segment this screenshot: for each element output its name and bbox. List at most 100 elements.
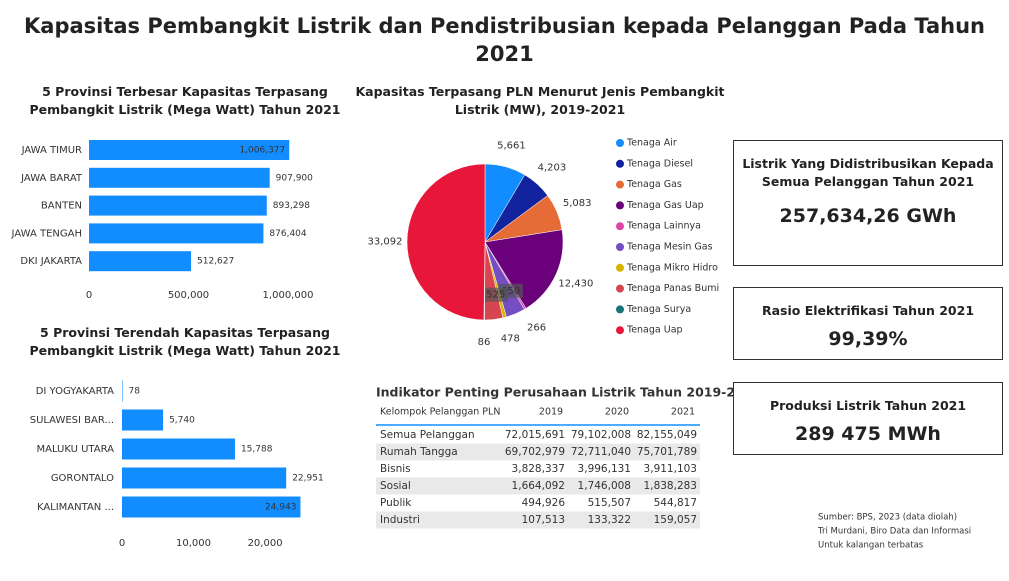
table-row-band xyxy=(376,511,700,529)
table-cell: Sosial xyxy=(380,480,411,492)
y-tick-label: DI YOGYAKARTA xyxy=(36,386,114,397)
table-cell: Semua Pelanggan xyxy=(380,429,475,441)
y-tick-label: SULAWESI BAR... xyxy=(30,415,114,426)
table-title: Indikator Penting Perusahaan Listrik Tah… xyxy=(376,385,761,400)
table-cell: 1,746,008 xyxy=(578,480,631,492)
data-label: 33,092 xyxy=(368,236,403,247)
legend-label: Tenaga Gas Uap xyxy=(626,200,704,211)
source-note: Untuk kalangan terbatas xyxy=(818,541,924,551)
legend-marker xyxy=(616,263,624,272)
data-label: 5,083 xyxy=(563,198,592,209)
chart-title: 5 Provinsi Terendah Kapasitas Terpasang … xyxy=(29,325,341,358)
kpi-value: 257,634,26 GWh xyxy=(779,205,957,227)
table-cell: 75,701,789 xyxy=(637,446,697,458)
table-cell: 107,513 xyxy=(522,514,565,526)
x-tick-label: 500,000 xyxy=(168,290,209,301)
legend-label: Tenaga Panas Bumi xyxy=(626,283,719,294)
y-tick-label: BANTEN xyxy=(41,201,82,212)
legend-marker xyxy=(616,284,624,293)
table-cell: 133,322 xyxy=(588,514,631,526)
table-cell: 3,996,131 xyxy=(578,463,631,475)
data-label: 15,788 xyxy=(241,445,273,455)
table-cell: Bisnis xyxy=(380,463,411,475)
table-cell: 82,155,049 xyxy=(637,429,697,441)
bar xyxy=(122,409,164,431)
data-label: 2,525 xyxy=(477,290,506,301)
bar xyxy=(89,167,270,188)
legend-marker xyxy=(616,159,624,168)
legend-label: Tenaga Mesin Gas xyxy=(626,242,713,253)
bar xyxy=(122,467,287,489)
x-tick-label: 1,000,000 xyxy=(263,290,314,301)
legend-marker xyxy=(616,243,624,251)
kpi-card: Produksi Listrik Tahun 2021 289 475 MWh xyxy=(733,382,1003,455)
kpi-card: Listrik Yang Didistribusikan Kepada Semu… xyxy=(733,140,1003,266)
data-label: 12,430 xyxy=(558,279,593,290)
y-tick-label: MALUKU UTARA xyxy=(36,444,114,455)
kpi-title: Rasio Elektrifikasi Tahun 2021 xyxy=(761,303,975,318)
pie-slice xyxy=(484,229,564,309)
y-tick-label: KALIMANTAN ... xyxy=(37,502,114,513)
legend-label: Tenaga Air xyxy=(626,138,677,149)
source-note: Sumber: BPS, 2023 (data diolah) xyxy=(818,513,957,523)
y-tick-label: JAWA TENGAH xyxy=(11,228,82,239)
data-label: 907,900 xyxy=(276,173,313,183)
x-tick-label: 0 xyxy=(119,538,125,549)
table-cell: 69,702,979 xyxy=(505,446,565,458)
data-label: 78 xyxy=(129,387,141,397)
table-cell: 72,015,691 xyxy=(505,429,565,441)
chart-title: 5 Provinsi Terbesar Kapasitas Terpasang … xyxy=(29,84,341,117)
table-cell: Publik xyxy=(380,497,412,509)
x-tick-label: 20,000 xyxy=(248,538,283,549)
data-label: 5,661 xyxy=(497,141,526,152)
legend-label: Tenaga Surya xyxy=(626,304,691,315)
data-label: 266 xyxy=(527,323,546,334)
legend-marker xyxy=(616,180,624,189)
y-tick-label: DKI JAKARTA xyxy=(20,256,82,267)
table-cell: 1,664,092 xyxy=(512,480,565,492)
y-tick-label: JAWA BARAT xyxy=(20,173,83,184)
data-label: 876,404 xyxy=(269,229,306,239)
table-header: 2020 xyxy=(605,407,629,418)
kpi-title: Produksi Listrik Tahun 2021 xyxy=(769,398,967,413)
legend-label: Tenaga Uap xyxy=(626,325,683,336)
table-cell: 159,057 xyxy=(654,514,697,526)
y-tick-label: GORONTALO xyxy=(51,473,114,484)
x-tick-label: 10,000 xyxy=(176,538,211,549)
table-cell: Rumah Tangga xyxy=(380,446,458,458)
kpi-card: Rasio Elektrifikasi Tahun 2021 99,39% xyxy=(733,287,1003,360)
bar xyxy=(122,496,301,518)
table-cell: Industri xyxy=(380,514,420,526)
table-header: Kelompok Pelanggan PLN xyxy=(380,407,500,418)
table-cell: 3,828,337 xyxy=(512,463,565,475)
data-label: 4,203 xyxy=(538,163,567,174)
x-tick-label: 0 xyxy=(86,290,92,301)
table-cell: 72,711,040 xyxy=(571,446,631,458)
legend-marker xyxy=(616,139,624,147)
legend-label: Tenaga Mikro Hidro xyxy=(626,262,718,273)
source-note: Tri Murdani, Biro Data dan Informasi xyxy=(817,527,971,537)
data-label: 24,943 xyxy=(265,503,297,513)
data-label: 893,298 xyxy=(273,201,310,211)
legend-label: Tenaga Diesel xyxy=(626,158,693,169)
table-row-band xyxy=(376,477,700,495)
data-label: 5,740 xyxy=(169,416,195,426)
table-header: 2019 xyxy=(539,407,563,418)
kpi-title: Listrik Yang Didistribusikan Kepada Semu… xyxy=(742,156,994,189)
dashboard-title: Kapasitas Pembangkit Listrik dan Pendist… xyxy=(24,14,985,66)
data-label: 478 xyxy=(501,334,520,345)
bar xyxy=(122,380,123,402)
y-tick-label: JAWA TIMUR xyxy=(21,145,82,156)
legend-marker xyxy=(616,326,624,335)
table-cell: 3,911,103 xyxy=(644,463,697,475)
legend-marker xyxy=(616,201,624,210)
table-header: 2021 xyxy=(671,407,695,418)
pie-slice xyxy=(406,163,486,321)
table-row-band xyxy=(376,443,700,461)
bar xyxy=(89,223,264,244)
table-cell: 515,507 xyxy=(588,497,631,509)
data-label: 512,627 xyxy=(197,257,234,267)
table-cell: 1,838,283 xyxy=(644,480,697,492)
